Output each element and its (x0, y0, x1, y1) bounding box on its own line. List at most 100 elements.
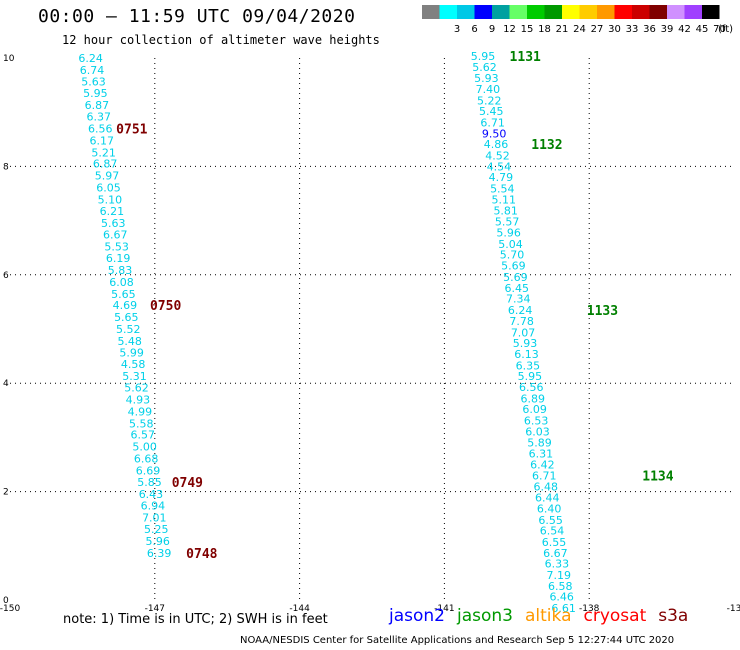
footnote: note: 1) Time is in UTC; 2) SWH is in fe… (63, 612, 328, 627)
wave-height-label: 5.58 (129, 417, 154, 430)
wave-height-label: 6.56 (88, 122, 113, 135)
wave-height-label: 5.63 (101, 217, 126, 230)
legend-tick-label: 18 (538, 24, 551, 35)
wave-height-label: 6.24 (508, 304, 533, 317)
wave-height-label: 5.96 (145, 535, 170, 548)
y-tick-label: 0 (3, 596, 9, 606)
wave-height-label: 6.94 (141, 500, 166, 513)
wave-height-label: 4.58 (121, 358, 146, 371)
wave-height-label: 6.67 (543, 547, 568, 560)
x-tick-label: -147 (145, 604, 165, 614)
satellite-legend: jason2 jason3 altika cryosat s3a (389, 606, 700, 626)
wave-height-label: 6.09 (522, 403, 547, 416)
legend-tick-label: 9 (489, 24, 495, 35)
wave-height-label: 6.54 (540, 525, 565, 538)
legend-swatch (684, 5, 702, 19)
wave-height-label: 5.21 (91, 146, 116, 159)
legend-swatch (579, 5, 597, 19)
wave-height-label: 6.33 (545, 558, 570, 571)
wave-height-label: 5.65 (114, 311, 139, 324)
credit-line: NOAA/NESDIS Center for Satellite Applica… (240, 635, 675, 646)
wave-height-label: 6.43 (139, 488, 164, 501)
legend-swatch (492, 5, 510, 19)
wave-height-label: 6.37 (87, 111, 112, 124)
legend-swatch (439, 5, 457, 19)
wave-height-label: 5.83 (108, 264, 133, 277)
legend-swatch (597, 5, 615, 19)
wave-height-label: 6.46 (549, 591, 574, 604)
legend-tick-label: 39 (661, 24, 674, 35)
wave-height-label: 5.70 (500, 249, 525, 262)
legend-swatch (509, 5, 527, 19)
y-tick-label: 8 (3, 162, 9, 172)
color-scale-legend: 3 6 9 12 15 18 21 24 27 30 33 36 39 42 45 70(ft) (422, 5, 733, 35)
legend-swatch (527, 5, 545, 19)
wave-height-label: 4.79 (489, 171, 514, 184)
wave-height-label: 5.52 (116, 323, 141, 336)
wave-height-label: 5.62 (124, 382, 149, 395)
wave-height-label: 6.31 (529, 448, 554, 461)
wave-height-label: 5.63 (81, 75, 106, 88)
y-tick-label: 4 (3, 379, 9, 389)
wave-height-label: 5.65 (111, 288, 136, 301)
satellite-label-jason2: jason2 (389, 606, 445, 626)
wave-height-label: 6.40 (537, 502, 562, 515)
wave-height-label: 5.85 (137, 476, 162, 489)
wave-height-label: 6.56 (519, 381, 544, 394)
wave-height-label: 6.03 (525, 425, 550, 438)
legend-tick-label: 36 (643, 24, 656, 35)
pass-time-label: 0749 (172, 476, 203, 491)
wave-height-label: 5.69 (501, 260, 526, 273)
wave-height-label: 6.45 (505, 282, 530, 295)
wave-height-label: 7.34 (506, 293, 531, 306)
wave-height-label: 6.87 (93, 158, 118, 171)
wave-height-label: 5.95 (471, 50, 496, 63)
wave-height-label: 7.07 (511, 326, 536, 339)
wave-height-label: 5.81 (493, 204, 518, 217)
legend-swatch (632, 5, 650, 19)
wave-height-label: 4.93 (126, 393, 151, 406)
x-tick-label: -150 (0, 604, 20, 614)
wave-height-label: 4.52 (485, 150, 510, 163)
legend-swatch (457, 5, 475, 19)
wave-height-label: 6.89 (520, 392, 545, 405)
wave-height-label: 5.99 (119, 346, 144, 359)
wave-height-label: 5.93 (513, 337, 538, 350)
wave-height-label: 5.04 (498, 238, 523, 251)
legend-tick-label: 45 (696, 24, 709, 35)
wave-height-label: 5.22 (477, 94, 502, 107)
legend-tick-label: 42 (678, 24, 691, 35)
wave-height-label: 6.48 (534, 481, 559, 494)
legend-tick-label: 27 (591, 24, 604, 35)
pass-time-label: 1132 (531, 138, 562, 153)
wave-height-label: 7.78 (509, 315, 534, 328)
wave-height-label: 7.40 (476, 83, 501, 96)
legend-tick-label: 21 (556, 24, 569, 35)
wave-height-label: 5.31 (122, 370, 147, 383)
legend-swatch (422, 5, 440, 19)
legend-swatch (614, 5, 632, 19)
wave-height-label: 5.93 (474, 72, 499, 85)
pass-time-label: 1131 (510, 50, 541, 65)
wave-height-label: 5.54 (490, 183, 515, 196)
wave-height-label: 5.95 (83, 87, 108, 100)
wave-height-label: 6.55 (542, 536, 567, 549)
page-title: 00:00 – 11:59 UTC 09/04/2020 (38, 6, 356, 27)
wave-height-label: 6.68 (134, 453, 159, 466)
pass-time-label: 1133 (587, 304, 618, 319)
wave-height-label: 4.86 (484, 138, 509, 151)
wave-height-label: 7.19 (547, 569, 572, 582)
page-subtitle: 12 hour collection of altimeter wave hei… (62, 33, 380, 47)
pass-time-label: 1134 (642, 469, 673, 484)
wave-height-label: 5.96 (496, 227, 521, 240)
x-tick-label: -138 (579, 604, 600, 614)
wave-height-label: 4.54 (487, 160, 512, 173)
x-tick-label: -13 (727, 604, 740, 614)
x-tick-label: -141 (434, 604, 454, 614)
legend-tick-label: 24 (573, 24, 586, 35)
wave-height-label: 6.57 (130, 429, 155, 442)
satellite-label-cryosat: cryosat (583, 606, 647, 626)
wave-height-label: 6.44 (535, 492, 560, 505)
legend-unit: (ft) (718, 24, 733, 35)
